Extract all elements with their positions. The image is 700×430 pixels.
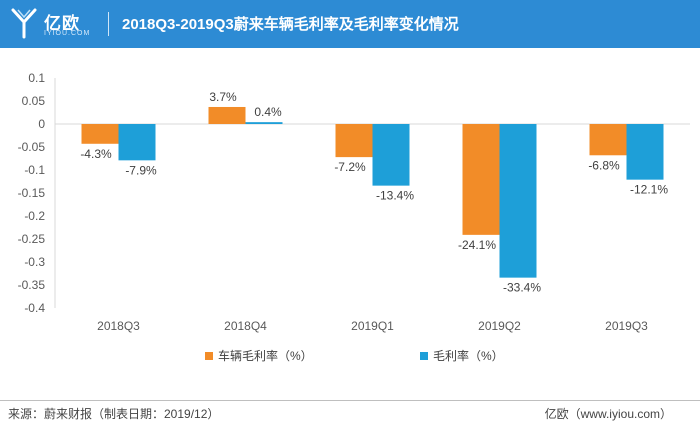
y-tick-label: -0.25 [18, 232, 46, 246]
x-tick-label: 2018Q4 [224, 319, 267, 333]
header-divider [108, 12, 109, 36]
bar-vehicle-margin [589, 124, 627, 156]
legend-label: 车辆毛利率（%） [218, 348, 313, 363]
y-tick-label: -0.3 [24, 255, 45, 269]
data-label: -7.2% [334, 160, 366, 174]
data-label: -33.4% [503, 281, 541, 295]
bar-vehicle-margin [81, 124, 119, 144]
bar-gross-margin [245, 122, 283, 124]
data-label: -4.3% [80, 147, 112, 161]
data-label: -6.8% [588, 158, 620, 172]
x-tick-label: 2019Q1 [351, 319, 394, 333]
data-label: -24.1% [458, 238, 496, 252]
bar-vehicle-margin [462, 124, 500, 235]
bar-gross-margin [372, 124, 410, 186]
legend-swatch [205, 352, 213, 360]
y-tick-label: -0.05 [18, 140, 46, 154]
x-tick-label: 2019Q2 [478, 319, 521, 333]
legend-swatch [420, 352, 428, 360]
bar-gross-margin [499, 124, 537, 278]
x-tick-label: 2018Q3 [97, 319, 140, 333]
bar-gross-margin [626, 124, 664, 180]
y-tick-label: 0.1 [28, 71, 45, 85]
data-label: -13.4% [376, 189, 414, 203]
y-tick-label: -0.35 [18, 278, 46, 292]
y-tick-label: -0.1 [24, 163, 45, 177]
data-label: -12.1% [630, 183, 668, 197]
iyiou-logo-icon [11, 8, 37, 39]
bar-chart: 0.1 0.05 0 -0.05 -0.1 -0.15 -0.2 -0.25 -0.3 -0.35… [18, 71, 690, 363]
chart-title: 2018Q3-2019Q3蔚来车辆毛利率及毛利率变化情况 [122, 16, 459, 33]
data-label: 0.4% [254, 105, 282, 119]
site-credit: 亿欧（www.iyiou.com） [544, 407, 672, 421]
logo-subtext: IYIOU.COM [44, 30, 91, 37]
data-label: 3.7% [209, 90, 237, 104]
x-tick-label: 2019Q3 [605, 319, 648, 333]
bar-vehicle-margin [208, 106, 246, 124]
data-label: -7.9% [125, 163, 157, 177]
logo-text: 亿欧 [44, 14, 80, 33]
header-bar: 亿欧 IYIOU.COM 2018Q3-2019Q3蔚来车辆毛利率及毛利率变化情… [0, 0, 700, 48]
bar-vehicle-margin [335, 124, 373, 158]
y-tick-label: -0.2 [24, 209, 45, 223]
legend-label: 毛利率（%） [433, 348, 504, 363]
source-note: 来源：蔚来财报（制表日期：2019/12） [8, 407, 220, 421]
y-tick-label: -0.4 [24, 301, 45, 315]
y-tick-label: 0 [38, 117, 45, 131]
y-tick-label: -0.15 [18, 186, 46, 200]
y-tick-label: 0.05 [22, 94, 46, 108]
footer-divider [0, 400, 700, 401]
bar-gross-margin [118, 124, 156, 161]
